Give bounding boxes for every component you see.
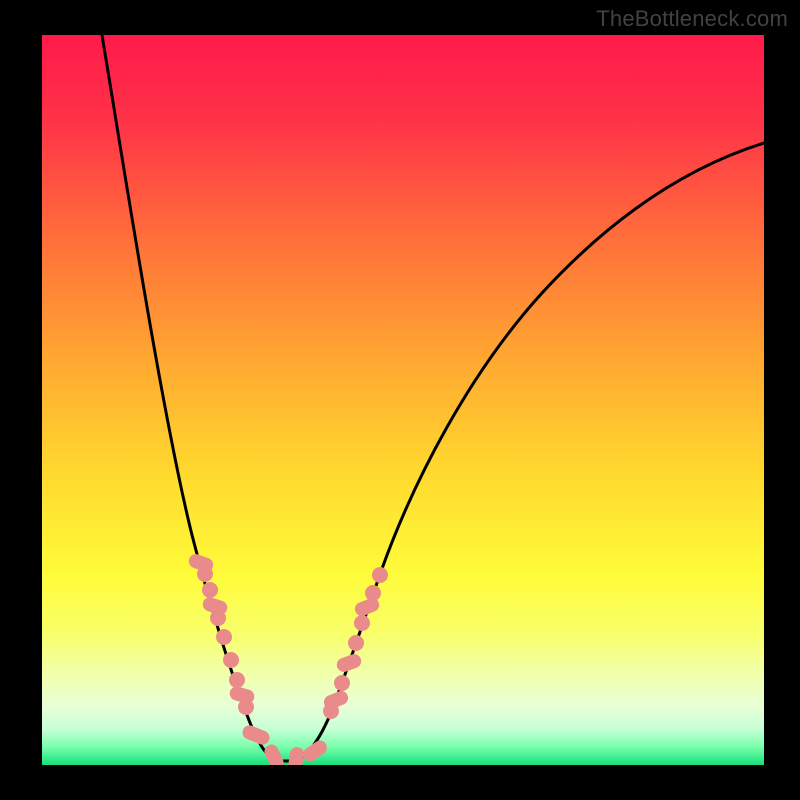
curve-layer [42, 35, 764, 765]
watermark-text: TheBottleneck.com [596, 6, 788, 32]
data-marker-circle [216, 629, 232, 645]
data-marker-circle [197, 566, 213, 582]
data-marker-pill [262, 742, 286, 765]
bottleneck-curve [290, 143, 764, 761]
data-marker-circle [223, 652, 239, 668]
bottleneck-curve [102, 35, 290, 761]
data-marker-circle [210, 610, 226, 626]
data-marker-circle [323, 703, 339, 719]
data-marker-pill [287, 746, 304, 765]
data-marker-circle [372, 567, 388, 583]
data-marker-pill [335, 652, 363, 674]
data-marker-circle [348, 635, 364, 651]
data-marker-circle [354, 615, 370, 631]
data-marker-circle [334, 675, 350, 691]
plot-area [42, 35, 764, 765]
data-marker-circle [238, 699, 254, 715]
data-marker-circle [229, 672, 245, 688]
data-marker-circle [365, 585, 381, 601]
data-marker-pill [240, 723, 271, 746]
data-marker-circle [202, 582, 218, 598]
